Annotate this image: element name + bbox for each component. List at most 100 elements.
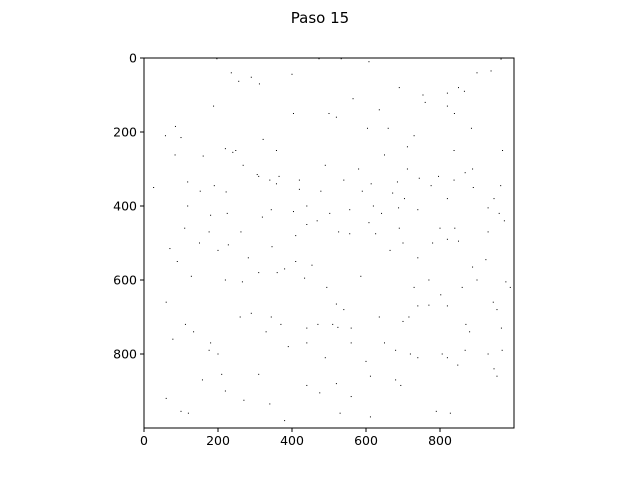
data-point bbox=[458, 240, 459, 242]
x-tick-label: 200 bbox=[206, 433, 230, 448]
data-point bbox=[446, 357, 448, 359]
data-point bbox=[284, 420, 286, 422]
data-point bbox=[184, 227, 186, 229]
plot-area bbox=[144, 58, 514, 428]
data-point bbox=[472, 266, 474, 268]
data-point bbox=[213, 105, 215, 107]
data-point bbox=[352, 98, 354, 100]
data-point bbox=[335, 383, 337, 385]
data-point bbox=[349, 209, 351, 211]
data-point bbox=[406, 168, 408, 170]
data-point bbox=[439, 227, 441, 229]
data-point bbox=[413, 135, 415, 137]
data-point bbox=[487, 353, 489, 355]
data-point bbox=[193, 331, 195, 333]
y-tick-label: 800 bbox=[113, 347, 137, 362]
data-point bbox=[470, 127, 472, 129]
data-point bbox=[365, 360, 367, 362]
data-point bbox=[180, 137, 182, 139]
data-point bbox=[366, 127, 368, 129]
data-point bbox=[320, 190, 322, 192]
data-point bbox=[493, 198, 495, 200]
data-point bbox=[369, 416, 371, 418]
data-point bbox=[417, 209, 419, 211]
data-point bbox=[338, 231, 340, 233]
data-point bbox=[270, 209, 272, 211]
data-point bbox=[319, 392, 321, 394]
data-point bbox=[306, 224, 308, 225]
data-point bbox=[280, 323, 282, 325]
y-tick-label: 200 bbox=[113, 125, 137, 140]
data-point bbox=[453, 113, 455, 114]
data-point bbox=[350, 396, 352, 398]
data-point bbox=[187, 412, 189, 414]
data-point bbox=[449, 412, 451, 414]
data-point bbox=[384, 342, 385, 344]
data-point bbox=[224, 279, 226, 281]
data-point bbox=[505, 281, 507, 283]
data-point bbox=[340, 58, 342, 60]
data-point bbox=[208, 349, 210, 351]
data-point bbox=[326, 286, 328, 288]
data-point bbox=[217, 353, 219, 355]
data-point bbox=[465, 323, 467, 325]
data-point bbox=[240, 231, 242, 233]
data-point bbox=[428, 304, 430, 306]
data-point bbox=[492, 301, 494, 303]
data-point bbox=[298, 179, 300, 181]
data-point bbox=[402, 320, 404, 322]
data-point bbox=[324, 357, 326, 359]
chart-title: Paso 15 bbox=[291, 9, 349, 27]
data-point bbox=[454, 227, 456, 229]
data-point bbox=[258, 175, 260, 177]
data-point bbox=[328, 113, 330, 114]
data-point bbox=[440, 294, 442, 296]
plot-frame bbox=[143, 57, 515, 429]
data-point bbox=[424, 101, 426, 103]
data-point bbox=[422, 94, 424, 96]
x-tick-label: 800 bbox=[428, 433, 452, 448]
data-point bbox=[239, 316, 241, 318]
data-point bbox=[464, 349, 466, 351]
data-point bbox=[409, 353, 411, 355]
data-point bbox=[368, 61, 370, 63]
data-point bbox=[370, 183, 372, 185]
data-point bbox=[406, 146, 408, 148]
data-point bbox=[270, 316, 272, 318]
data-point bbox=[418, 177, 420, 179]
data-point bbox=[453, 150, 455, 151]
data-point bbox=[208, 231, 210, 233]
data-point bbox=[256, 174, 258, 176]
data-point bbox=[261, 216, 263, 218]
data-point bbox=[225, 191, 227, 193]
data-point bbox=[306, 327, 308, 329]
data-point bbox=[335, 303, 337, 305]
data-point bbox=[324, 164, 326, 166]
data-point bbox=[291, 73, 293, 75]
data-point bbox=[392, 192, 394, 194]
data-point bbox=[402, 242, 404, 244]
data-point bbox=[487, 207, 489, 209]
data-point bbox=[417, 257, 419, 259]
data-point bbox=[461, 286, 463, 288]
data-point bbox=[201, 379, 203, 381]
data-point bbox=[500, 185, 502, 187]
data-point bbox=[395, 349, 397, 351]
data-point bbox=[306, 384, 308, 386]
data-point bbox=[384, 154, 385, 156]
data-point bbox=[287, 346, 289, 348]
x-axis: 0 200 400 600 800 bbox=[140, 428, 452, 448]
data-point bbox=[275, 150, 277, 151]
data-point bbox=[498, 212, 500, 214]
x-tick-label: 400 bbox=[280, 433, 304, 448]
data-point bbox=[217, 249, 219, 251]
data-point bbox=[164, 135, 166, 137]
data-point bbox=[387, 127, 389, 129]
data-point bbox=[153, 187, 155, 188]
data-point bbox=[446, 105, 448, 107]
data-point bbox=[381, 212, 383, 214]
data-point bbox=[500, 58, 502, 60]
data-point bbox=[165, 397, 167, 399]
data-point bbox=[199, 242, 200, 244]
